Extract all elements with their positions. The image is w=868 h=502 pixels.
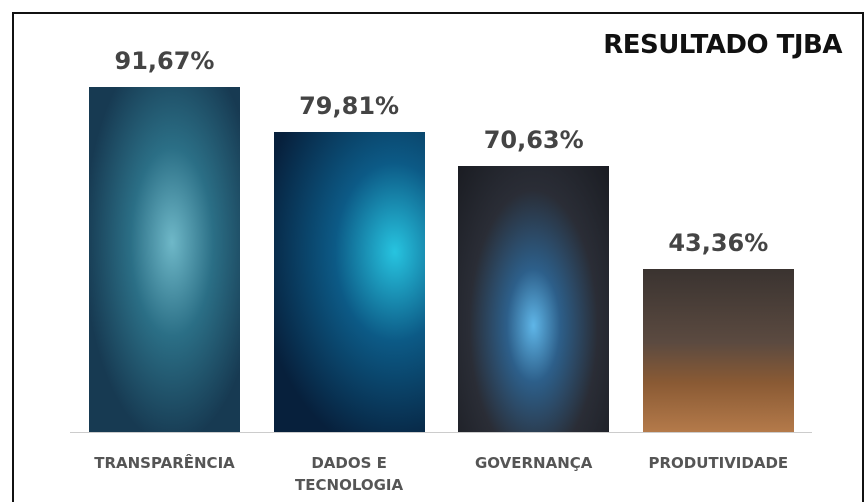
bar [273,131,425,432]
bar [89,87,240,432]
value-label: 43,36% [668,228,769,257]
chart-title: RESULTADO TJBA [603,30,842,60]
frame [12,12,864,502]
value-label: 91,67% [114,47,215,76]
value-label: 79,81% [299,91,400,120]
bar [458,166,610,432]
bar [642,268,794,432]
x-tick-label: DADOS E TECNOLOGIA [295,454,404,494]
x-tick-label: PRODUTIVIDADE [648,454,789,472]
x-tick-label: GOVERNANÇA [474,454,593,472]
value-label: 70,63% [483,126,584,155]
baseline [70,432,812,433]
x-tick-label: TRANSPARÊNCIA [94,454,235,472]
